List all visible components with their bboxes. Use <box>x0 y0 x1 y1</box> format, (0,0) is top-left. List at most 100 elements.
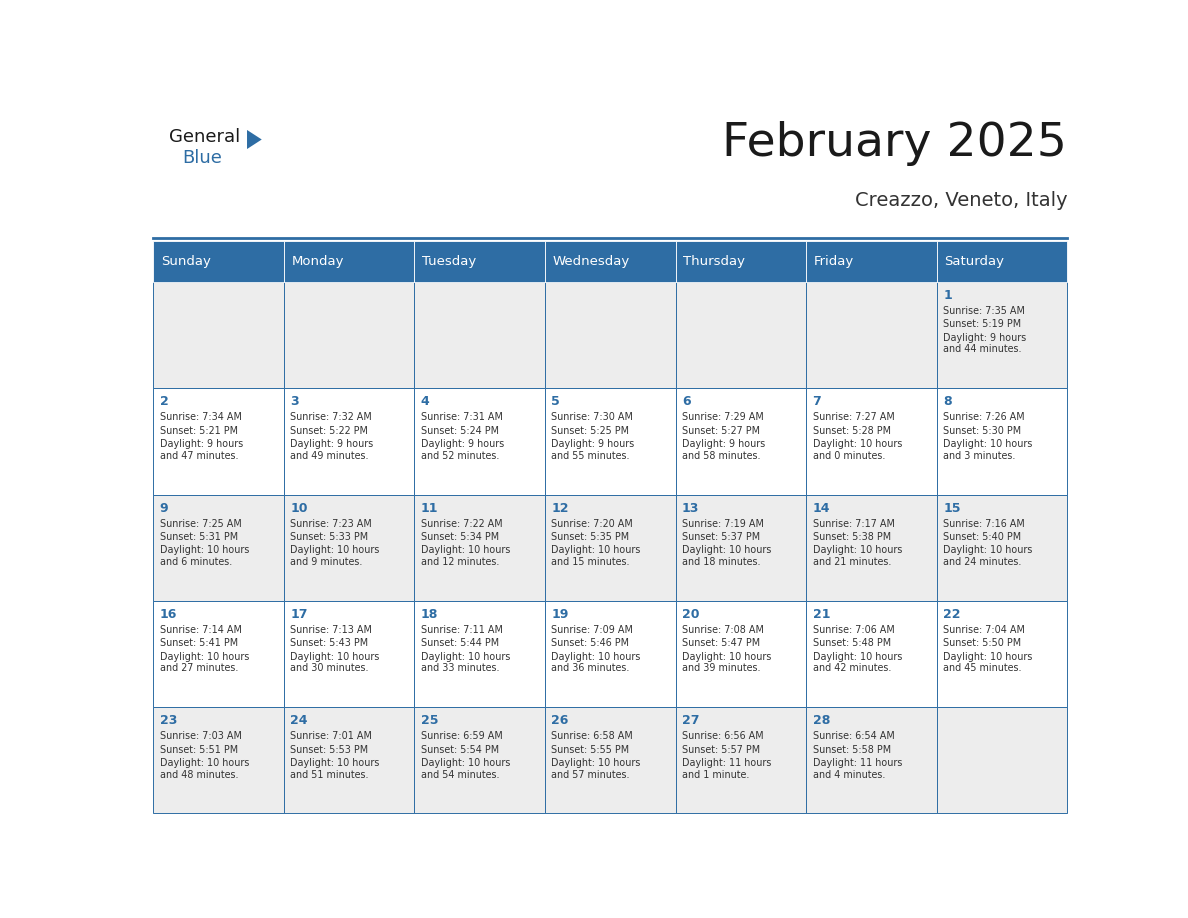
FancyBboxPatch shape <box>545 601 676 707</box>
Text: Sunday: Sunday <box>160 255 210 268</box>
Text: Daylight: 10 hours
and 51 minutes.: Daylight: 10 hours and 51 minutes. <box>290 758 379 779</box>
Text: Sunrise: 7:27 AM: Sunrise: 7:27 AM <box>813 412 895 422</box>
FancyBboxPatch shape <box>807 495 937 601</box>
FancyBboxPatch shape <box>415 495 545 601</box>
Text: 17: 17 <box>290 608 308 621</box>
Text: Daylight: 10 hours
and 45 minutes.: Daylight: 10 hours and 45 minutes. <box>943 652 1032 674</box>
FancyBboxPatch shape <box>937 495 1067 601</box>
FancyBboxPatch shape <box>415 282 545 388</box>
FancyBboxPatch shape <box>284 707 415 813</box>
Text: 19: 19 <box>551 608 569 621</box>
Text: Sunset: 5:34 PM: Sunset: 5:34 PM <box>421 532 499 542</box>
Text: Daylight: 10 hours
and 6 minutes.: Daylight: 10 hours and 6 minutes. <box>159 545 249 567</box>
Text: 8: 8 <box>943 396 952 409</box>
Text: Daylight: 10 hours
and 3 minutes.: Daylight: 10 hours and 3 minutes. <box>943 439 1032 461</box>
Text: 25: 25 <box>421 714 438 727</box>
Text: 12: 12 <box>551 501 569 515</box>
Text: 11: 11 <box>421 501 438 515</box>
Text: Daylight: 10 hours
and 27 minutes.: Daylight: 10 hours and 27 minutes. <box>159 652 249 674</box>
Text: Daylight: 10 hours
and 18 minutes.: Daylight: 10 hours and 18 minutes. <box>682 545 771 567</box>
FancyBboxPatch shape <box>284 241 415 282</box>
Text: Sunrise: 6:56 AM: Sunrise: 6:56 AM <box>682 732 764 741</box>
Text: 24: 24 <box>290 714 308 727</box>
Text: 5: 5 <box>551 396 560 409</box>
FancyBboxPatch shape <box>937 601 1067 707</box>
Text: Sunset: 5:44 PM: Sunset: 5:44 PM <box>421 638 499 648</box>
Text: Sunset: 5:21 PM: Sunset: 5:21 PM <box>159 426 238 436</box>
Text: 23: 23 <box>159 714 177 727</box>
FancyBboxPatch shape <box>153 495 284 601</box>
Text: Sunrise: 7:11 AM: Sunrise: 7:11 AM <box>421 625 503 635</box>
Text: Sunset: 5:37 PM: Sunset: 5:37 PM <box>682 532 760 542</box>
Text: 7: 7 <box>813 396 821 409</box>
Text: 22: 22 <box>943 608 961 621</box>
Text: Daylight: 10 hours
and 36 minutes.: Daylight: 10 hours and 36 minutes. <box>551 652 640 674</box>
Text: Sunset: 5:35 PM: Sunset: 5:35 PM <box>551 532 630 542</box>
Text: Sunset: 5:57 PM: Sunset: 5:57 PM <box>682 744 760 755</box>
FancyBboxPatch shape <box>284 495 415 601</box>
Text: Sunset: 5:46 PM: Sunset: 5:46 PM <box>551 638 630 648</box>
Text: Thursday: Thursday <box>683 255 745 268</box>
Text: Sunset: 5:48 PM: Sunset: 5:48 PM <box>813 638 891 648</box>
Text: Daylight: 10 hours
and 57 minutes.: Daylight: 10 hours and 57 minutes. <box>551 758 640 779</box>
Text: General: General <box>169 128 240 146</box>
Text: Sunset: 5:53 PM: Sunset: 5:53 PM <box>290 744 368 755</box>
Text: Daylight: 9 hours
and 58 minutes.: Daylight: 9 hours and 58 minutes. <box>682 439 765 461</box>
FancyBboxPatch shape <box>676 707 807 813</box>
FancyBboxPatch shape <box>415 707 545 813</box>
FancyBboxPatch shape <box>153 707 284 813</box>
Text: Daylight: 10 hours
and 48 minutes.: Daylight: 10 hours and 48 minutes. <box>159 758 249 779</box>
Text: 28: 28 <box>813 714 830 727</box>
FancyBboxPatch shape <box>153 282 284 388</box>
Text: Sunrise: 6:59 AM: Sunrise: 6:59 AM <box>421 732 503 741</box>
Text: Daylight: 9 hours
and 52 minutes.: Daylight: 9 hours and 52 minutes. <box>421 439 504 461</box>
FancyBboxPatch shape <box>545 707 676 813</box>
Text: Sunrise: 6:58 AM: Sunrise: 6:58 AM <box>551 732 633 741</box>
FancyBboxPatch shape <box>415 388 545 495</box>
FancyBboxPatch shape <box>545 495 676 601</box>
Text: February 2025: February 2025 <box>722 121 1067 166</box>
Text: Sunset: 5:28 PM: Sunset: 5:28 PM <box>813 426 891 436</box>
Text: Daylight: 10 hours
and 39 minutes.: Daylight: 10 hours and 39 minutes. <box>682 652 771 674</box>
Text: Sunrise: 7:19 AM: Sunrise: 7:19 AM <box>682 519 764 529</box>
FancyBboxPatch shape <box>937 241 1067 282</box>
Text: Sunrise: 7:09 AM: Sunrise: 7:09 AM <box>551 625 633 635</box>
Text: Daylight: 10 hours
and 9 minutes.: Daylight: 10 hours and 9 minutes. <box>290 545 379 567</box>
Text: Daylight: 11 hours
and 4 minutes.: Daylight: 11 hours and 4 minutes. <box>813 758 902 779</box>
Text: Daylight: 10 hours
and 54 minutes.: Daylight: 10 hours and 54 minutes. <box>421 758 510 779</box>
Text: 10: 10 <box>290 501 308 515</box>
Text: Daylight: 10 hours
and 0 minutes.: Daylight: 10 hours and 0 minutes. <box>813 439 902 461</box>
Text: Sunset: 5:30 PM: Sunset: 5:30 PM <box>943 426 1022 436</box>
Text: 3: 3 <box>290 396 298 409</box>
FancyBboxPatch shape <box>676 241 807 282</box>
Text: Blue: Blue <box>183 149 222 167</box>
Text: Daylight: 9 hours
and 44 minutes.: Daylight: 9 hours and 44 minutes. <box>943 333 1026 354</box>
Text: Daylight: 10 hours
and 15 minutes.: Daylight: 10 hours and 15 minutes. <box>551 545 640 567</box>
FancyBboxPatch shape <box>676 601 807 707</box>
FancyBboxPatch shape <box>284 601 415 707</box>
Text: Sunset: 5:43 PM: Sunset: 5:43 PM <box>290 638 368 648</box>
Text: 26: 26 <box>551 714 569 727</box>
FancyBboxPatch shape <box>153 388 284 495</box>
FancyBboxPatch shape <box>807 388 937 495</box>
FancyBboxPatch shape <box>676 282 807 388</box>
FancyBboxPatch shape <box>676 495 807 601</box>
Text: 20: 20 <box>682 608 700 621</box>
FancyBboxPatch shape <box>545 388 676 495</box>
FancyBboxPatch shape <box>415 241 545 282</box>
Text: 15: 15 <box>943 501 961 515</box>
Text: Sunset: 5:54 PM: Sunset: 5:54 PM <box>421 744 499 755</box>
Text: Sunset: 5:58 PM: Sunset: 5:58 PM <box>813 744 891 755</box>
Text: Sunrise: 7:20 AM: Sunrise: 7:20 AM <box>551 519 633 529</box>
FancyBboxPatch shape <box>807 707 937 813</box>
Text: Sunrise: 7:13 AM: Sunrise: 7:13 AM <box>290 625 372 635</box>
Text: Sunset: 5:55 PM: Sunset: 5:55 PM <box>551 744 630 755</box>
Text: 13: 13 <box>682 501 700 515</box>
Text: 14: 14 <box>813 501 830 515</box>
Text: Daylight: 9 hours
and 49 minutes.: Daylight: 9 hours and 49 minutes. <box>290 439 373 461</box>
FancyBboxPatch shape <box>545 282 676 388</box>
Text: Sunrise: 7:03 AM: Sunrise: 7:03 AM <box>159 732 241 741</box>
Text: Sunrise: 7:08 AM: Sunrise: 7:08 AM <box>682 625 764 635</box>
Text: 21: 21 <box>813 608 830 621</box>
Text: Sunrise: 7:14 AM: Sunrise: 7:14 AM <box>159 625 241 635</box>
